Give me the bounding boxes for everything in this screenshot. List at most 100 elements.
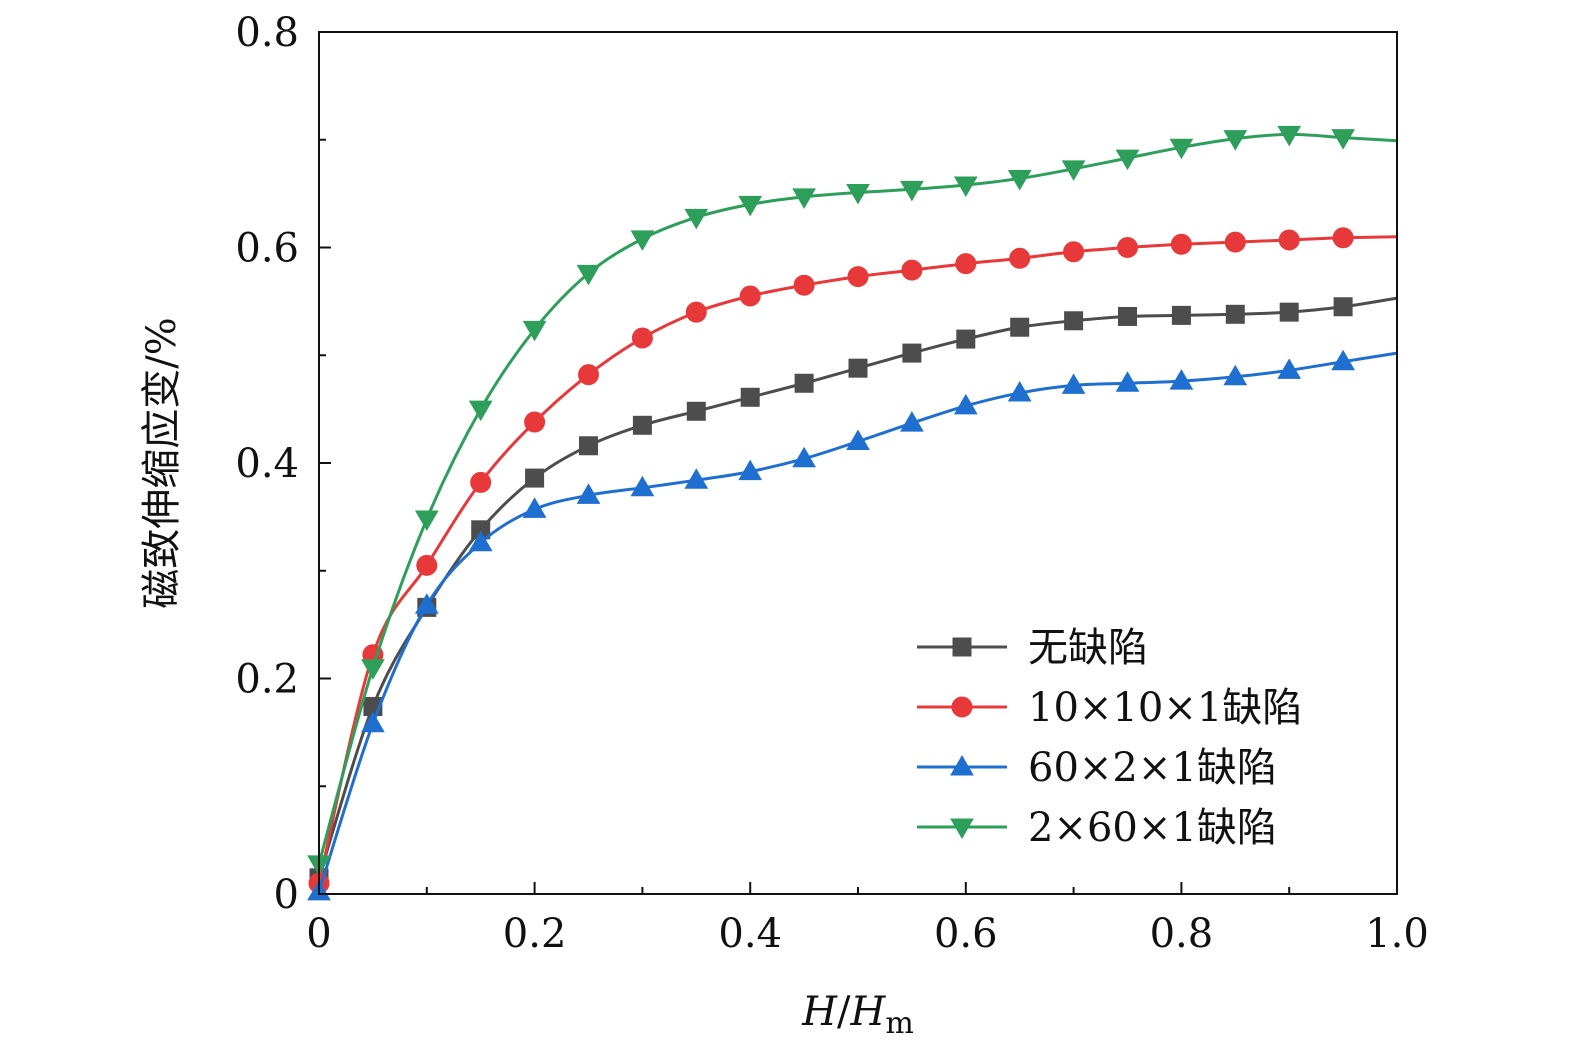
y-tick-label: 0 [274, 872, 299, 918]
data-point [1009, 247, 1031, 269]
y-axis-title: 磁致伸缩应变/% [139, 317, 185, 608]
data-point [468, 530, 493, 552]
data-point [524, 411, 546, 433]
data-point [1010, 317, 1030, 337]
data-point [630, 475, 655, 497]
data-point [739, 285, 761, 307]
data-point [847, 266, 869, 288]
x-axis-title: H/Hm [801, 989, 914, 1041]
legend-marker [951, 696, 973, 718]
x-axis-title-var: H [801, 989, 838, 1035]
data-point [1223, 364, 1248, 386]
data-point [902, 343, 922, 363]
data-point [900, 180, 924, 202]
legend-item: 60×2×1缺陷 [917, 745, 1277, 791]
data-point [793, 274, 815, 296]
plot-frame [318, 31, 1398, 895]
data-point [1331, 129, 1355, 150]
data-point [1331, 349, 1355, 371]
data-point [792, 446, 816, 468]
series-2 [308, 227, 1398, 894]
data-point [630, 230, 655, 251]
data-point [1007, 380, 1032, 402]
data-point [1064, 311, 1084, 331]
series-4 [307, 125, 1398, 876]
series-3 [307, 349, 1398, 901]
legend-label: 10×10×1缺陷 [1028, 685, 1302, 731]
data-point [1279, 302, 1299, 322]
data-point [1115, 371, 1140, 392]
x-tick-label: 0.6 [934, 911, 998, 957]
data-point [956, 329, 976, 349]
x-axis-title-slash: / [837, 989, 851, 1035]
data-point [1277, 125, 1302, 147]
legend-label: 2×60×1缺陷 [1028, 805, 1277, 851]
data-point [740, 387, 760, 407]
series-1 [309, 296, 1398, 888]
data-point [361, 711, 385, 733]
data-point [470, 471, 492, 493]
data-point [414, 593, 439, 614]
data-point [522, 497, 547, 518]
legend-label: 60×2×1缺陷 [1028, 745, 1277, 791]
data-point [794, 373, 814, 393]
data-point [848, 358, 868, 378]
data-point [738, 459, 763, 481]
data-point [576, 483, 601, 504]
data-point [1117, 237, 1138, 258]
data-point [685, 301, 707, 323]
data-point [525, 468, 545, 488]
data-point [1115, 149, 1140, 171]
data-point [578, 364, 599, 386]
legend-item: 2×60×1缺陷 [917, 805, 1277, 851]
series-line [317, 296, 1398, 879]
data-point [1061, 160, 1086, 181]
data-point [1063, 241, 1085, 263]
x-tick-label: 0 [306, 911, 331, 957]
legend-marker [950, 818, 974, 839]
data-point [953, 176, 978, 198]
y-tick-label: 0.6 [235, 226, 299, 272]
data-point [1170, 233, 1192, 255]
legend-marker [952, 637, 972, 657]
data-point [579, 436, 598, 456]
data-point [684, 468, 709, 489]
data-point [792, 188, 816, 209]
y-tick-label: 0.2 [235, 657, 299, 703]
data-point [576, 264, 601, 286]
data-point [1278, 229, 1300, 251]
legend-label: 无缺陷 [1028, 625, 1148, 671]
data-point [1007, 170, 1032, 191]
legend-marker [950, 755, 974, 776]
x-axis-title-subscript: m [885, 1006, 913, 1041]
data-point [1332, 227, 1354, 249]
legend-item: 无缺陷 [917, 625, 1148, 671]
data-point [632, 415, 652, 435]
data-point [900, 411, 924, 432]
data-point [686, 401, 706, 421]
legend-item: 10×10×1缺陷 [917, 685, 1302, 731]
data-point [901, 259, 923, 281]
data-point [1061, 373, 1086, 394]
series-line [317, 351, 1398, 893]
data-point [468, 400, 493, 422]
data-point [953, 393, 978, 415]
data-point [1277, 358, 1302, 379]
y-tick-label: 0.4 [235, 441, 299, 487]
data-point [416, 554, 438, 576]
x-tick-label: 0.8 [1150, 911, 1214, 957]
x-axis-title-var2: H [850, 989, 887, 1035]
data-point [955, 253, 977, 275]
data-point [1225, 304, 1245, 324]
data-point [846, 184, 870, 205]
data-point [1118, 306, 1137, 326]
series-layer [307, 125, 1398, 901]
data-point [1169, 138, 1194, 160]
x-tick-label: 1.0 [1365, 911, 1429, 957]
data-point [1169, 369, 1194, 390]
data-point [738, 195, 763, 217]
tick-labels: 0 0.2 0.4 0.6 0.8 1.0 0 0.2 0.4 0.6 0.8 [235, 10, 1428, 957]
x-tick-label: 0.4 [718, 911, 782, 957]
